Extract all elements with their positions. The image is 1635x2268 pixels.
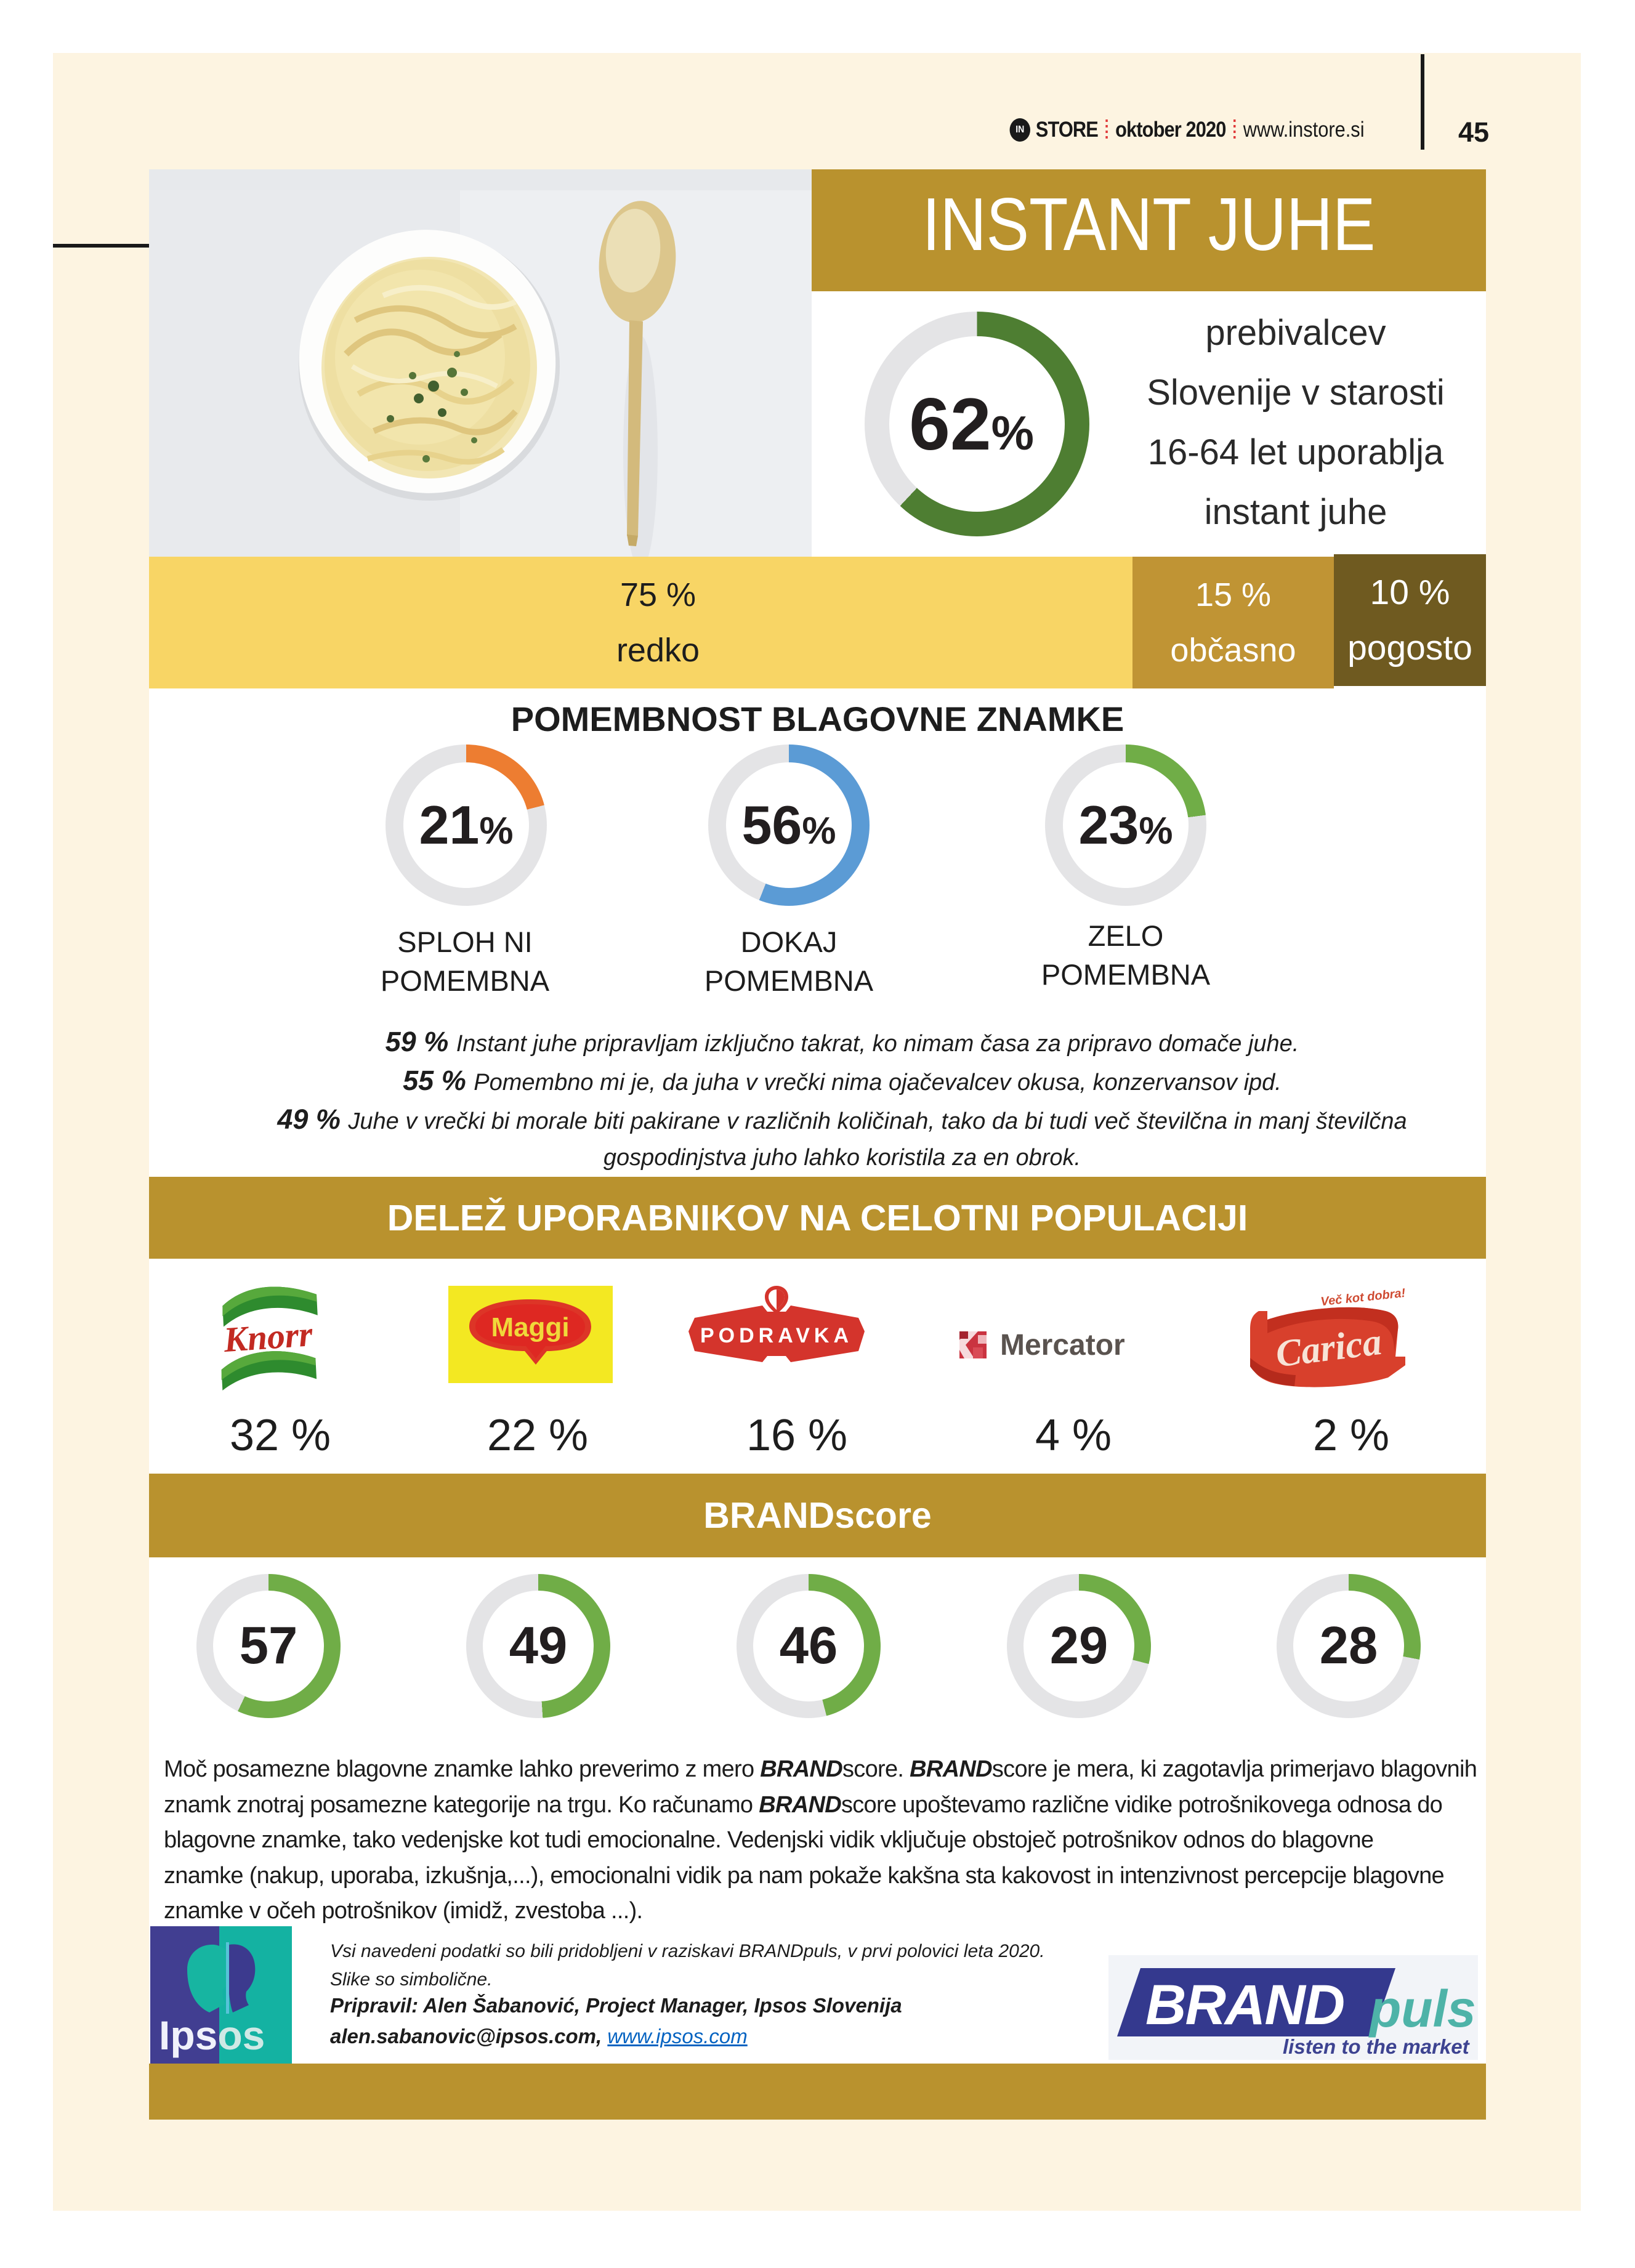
svg-text:PODRAVKA: PODRAVKA: [700, 1324, 853, 1347]
svg-text:BRAND: BRAND: [1145, 1974, 1344, 2036]
svg-text:puls: puls: [1368, 1980, 1476, 2038]
svg-text:Maggi: Maggi: [491, 1312, 569, 1342]
svg-text:Ipsos: Ipsos: [159, 2012, 265, 2058]
svg-text:listen to the market: listen to the market: [1283, 2035, 1471, 2058]
svg-text:Knorr: Knorr: [222, 1315, 314, 1360]
svg-text:Več kot dobra!: Več kot dobra!: [1320, 1286, 1407, 1309]
svg-text:Mercator: Mercator: [1000, 1330, 1125, 1361]
